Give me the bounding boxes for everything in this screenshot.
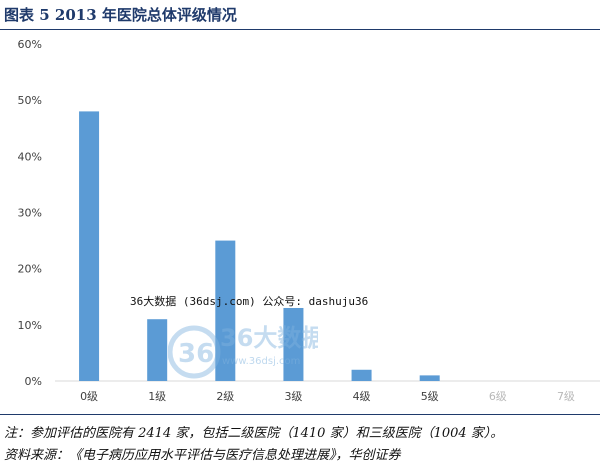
x-tick-label: 5级 xyxy=(421,390,439,403)
y-tick-label: 50% xyxy=(18,94,42,107)
chart-source: 资料来源：《电子病历应用水平评估与医疗信息处理进展》，华创证券 xyxy=(4,448,401,463)
y-tick-label: 20% xyxy=(18,263,42,276)
bar-0 xyxy=(79,111,100,382)
x-tick-label: 4级 xyxy=(353,390,371,403)
x-tick-label: 6级 xyxy=(489,390,507,403)
y-tick-label: 40% xyxy=(18,150,42,163)
bar-3 xyxy=(283,307,304,381)
bar-chart: 0% 10% 20% 30% 40% 50% 60% 0级 1级 2级 3级 4级 5级 6级 7级 xyxy=(18,38,600,403)
x-tick-label: 2级 xyxy=(216,390,234,403)
watermark-logo: 36 36大数据 www.36dsj.com xyxy=(168,324,318,379)
y-tick-label: 30% xyxy=(18,207,42,220)
y-tick-label: 10% xyxy=(18,319,42,332)
bar-4 xyxy=(351,369,372,381)
footer-rule xyxy=(0,414,600,415)
bar-1 xyxy=(147,319,168,381)
watermark-text: 36大数据 (36dsj.com) 公众号: dashuju36 xyxy=(130,295,369,308)
figure-title: 图表 5 2013 年医院总体评级情况 xyxy=(4,6,237,24)
watermark-logo-number: 36 xyxy=(178,339,214,369)
y-tick-label: 60% xyxy=(18,38,42,51)
x-tick-label: 3级 xyxy=(284,390,302,403)
x-tick-label: 1级 xyxy=(148,390,166,403)
watermark-logo-label: 36大数据 xyxy=(220,324,318,352)
x-tick-label: 7级 xyxy=(557,390,575,403)
chart-note: 注：参加评估的医院有 2414 家，包括二级医院（1410 家）和三级医院（10… xyxy=(4,426,504,441)
y-tick-label: 0% xyxy=(25,375,42,388)
figure-title-bar: 图表 5 2013 年医院总体评级情况 xyxy=(0,0,600,30)
x-tick-label: 0级 xyxy=(80,390,98,403)
bar-2 xyxy=(215,240,236,381)
bar-5 xyxy=(419,375,440,381)
watermark-logo-url: www.36dsj.com xyxy=(222,356,300,367)
